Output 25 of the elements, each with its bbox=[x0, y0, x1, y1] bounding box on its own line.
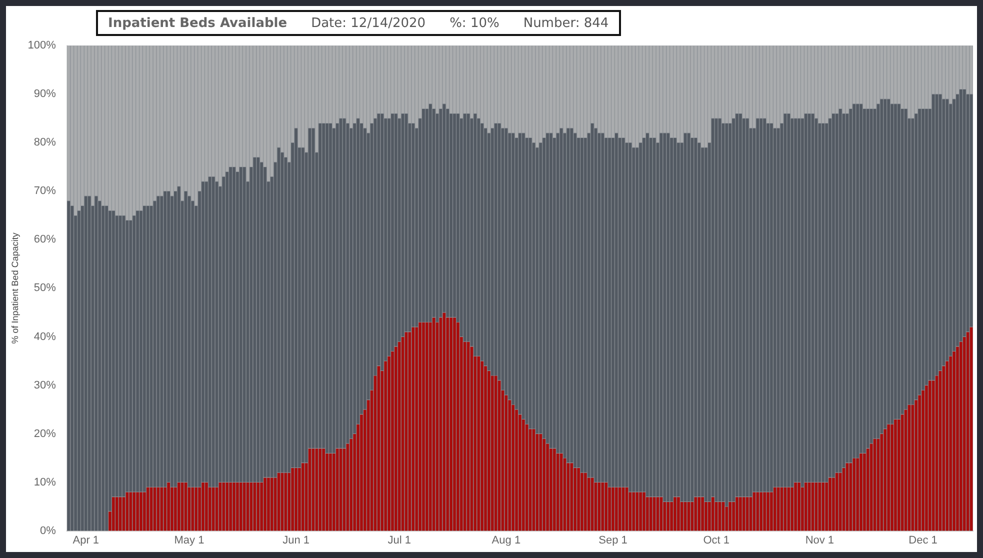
y-tick-label: 30% bbox=[34, 379, 56, 392]
text: Number: 844 bbox=[523, 16, 609, 30]
y-tick-label: 40% bbox=[34, 330, 56, 343]
y-tick-label: 90% bbox=[34, 88, 56, 100]
y-axis-title: % of Inpatient Bed Capacity bbox=[10, 232, 20, 344]
x-tick-label: Oct 1 bbox=[703, 534, 730, 546]
x-tick-label: Aug 1 bbox=[492, 534, 521, 546]
x-tick-label: Nov 1 bbox=[805, 534, 834, 546]
text: Inpatient Beds Available bbox=[108, 16, 288, 30]
x-tick-label: May 1 bbox=[174, 534, 204, 546]
x-tick-label: Dec 1 bbox=[908, 534, 938, 546]
text: Date: 12/14/2020 bbox=[311, 16, 426, 30]
y-tick-label: 50% bbox=[34, 282, 56, 294]
y-tick-label: 70% bbox=[34, 185, 56, 198]
y-tick-label: 80% bbox=[34, 136, 56, 149]
y-tick-label: 60% bbox=[34, 234, 56, 246]
y-tick-label: 10% bbox=[34, 476, 56, 488]
y-tick-label: 20% bbox=[34, 428, 56, 440]
y-tick-label: 100% bbox=[28, 40, 56, 52]
x-tick-label: Apr 1 bbox=[72, 534, 100, 546]
y-tick-label: 0% bbox=[40, 524, 56, 537]
x-tick-label: Sep 1 bbox=[598, 534, 628, 546]
text: %: 10% bbox=[450, 16, 500, 30]
x-tick-label: Jun 1 bbox=[282, 534, 310, 546]
x-tick-label: Jul 1 bbox=[388, 534, 412, 546]
